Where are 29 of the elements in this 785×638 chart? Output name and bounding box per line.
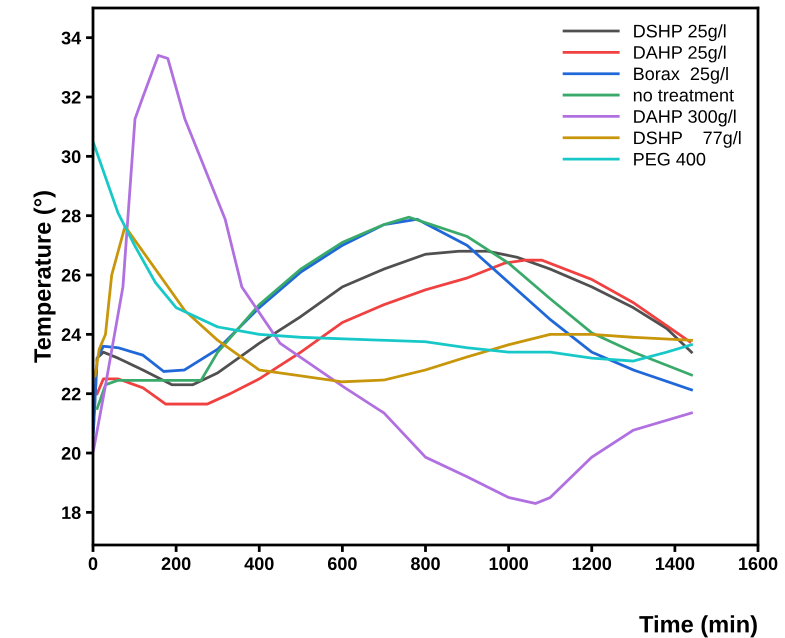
legend-label: DSHP 77g/l <box>634 130 741 148</box>
legend-label: DAHP 25g/l <box>634 46 726 62</box>
x-tick-label: 1200 <box>572 557 612 570</box>
x-tick-label: 0 <box>88 557 98 570</box>
y-tick-label: 28 <box>62 210 81 222</box>
y-tick-label: 32 <box>62 90 80 104</box>
line-series <box>96 258 692 406</box>
y-tick-label: 24 <box>62 328 82 341</box>
x-tick-label: 1600 <box>739 557 778 570</box>
line-series <box>94 224 693 384</box>
x-tick-label: 400 <box>244 557 274 570</box>
legend-label: PEG 400 <box>634 152 706 166</box>
y-tick-label: 18 <box>62 506 81 520</box>
x-axis-title: Time (min) <box>639 615 757 638</box>
y-tick-label: 30 <box>62 150 80 164</box>
y-tick-label: 20 <box>62 446 80 460</box>
legend-label: no treatment <box>634 90 734 102</box>
y-tick-label: 22 <box>62 388 80 400</box>
x-tick-label: 200 <box>162 557 190 570</box>
y-tick-label: 26 <box>62 268 81 282</box>
x-tick-label: 600 <box>328 557 357 570</box>
x-tick-label: 800 <box>411 557 440 570</box>
legend-label: DAHP 300g/l <box>634 110 736 126</box>
x-tick-label: 1400 <box>656 557 694 570</box>
legend-label: Borax 25g/l <box>634 66 728 84</box>
y-tick-label: 34 <box>62 32 82 44</box>
x-tick-label: 1000 <box>490 557 528 570</box>
legend-label: DSHP 25g/l <box>634 24 726 42</box>
y-axis-title: Temperature (°) <box>34 191 56 363</box>
